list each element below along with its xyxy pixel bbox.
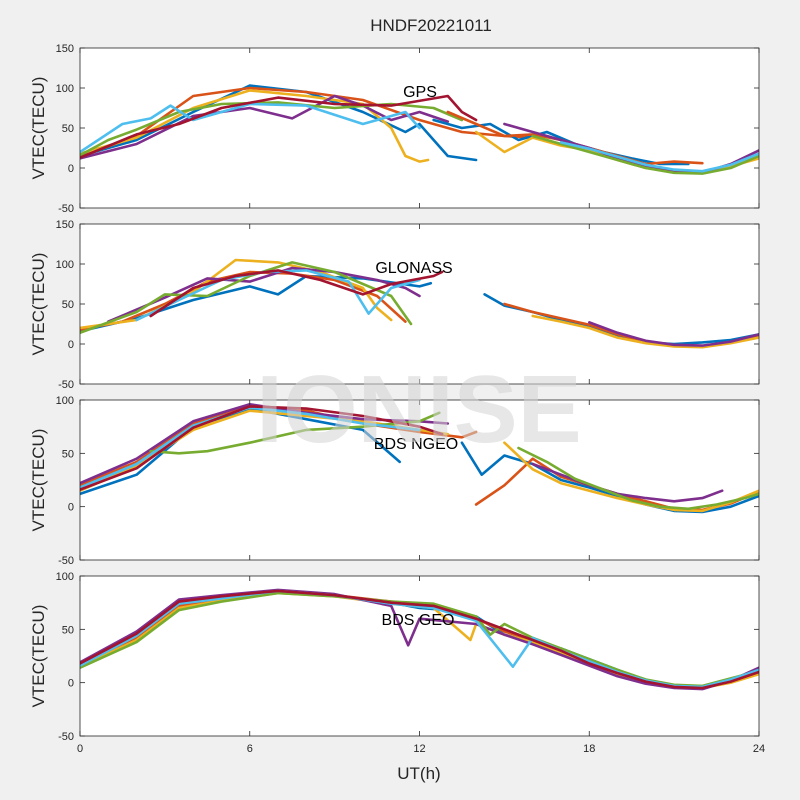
series-line xyxy=(80,94,478,159)
series-line xyxy=(531,134,759,175)
y-tick-label: -50 xyxy=(58,203,74,215)
y-tick-label: 100 xyxy=(56,83,74,95)
series-line xyxy=(531,314,759,349)
x-tick-label: 6 xyxy=(247,743,253,755)
series-line xyxy=(588,321,759,347)
x-tick-label: 24 xyxy=(753,743,765,755)
series-line xyxy=(80,404,478,487)
y-tick-label: 0 xyxy=(68,678,74,690)
y-tick-label: 50 xyxy=(62,448,74,460)
panel-2: -50 0 50 100 VTEC(TECU) BDS NGEO xyxy=(29,395,760,567)
y-axis-label: VTEC(TECU) xyxy=(29,77,48,180)
series-line xyxy=(149,269,444,318)
y-tick-label: 100 xyxy=(56,571,74,583)
series-line xyxy=(80,589,759,690)
series-line xyxy=(432,118,690,166)
series-line xyxy=(80,84,478,162)
y-tick-label: -50 xyxy=(58,731,74,743)
y-tick-label: 150 xyxy=(56,43,74,55)
x-axis-label: UT(h) xyxy=(397,764,440,783)
y-tick-label: 50 xyxy=(62,123,74,135)
y-axis-label: VTEC(TECU) xyxy=(29,605,48,708)
y-axis-label: VTEC(TECU) xyxy=(29,429,48,532)
panel-0: -50 0 50 100 150 VTEC(TECU) GPS xyxy=(29,43,760,215)
x-tick-label: 12 xyxy=(413,743,425,755)
y-tick-label: 50 xyxy=(62,624,74,636)
y-tick-label: 50 xyxy=(62,299,74,311)
y-tick-label: 150 xyxy=(56,219,74,231)
series-line xyxy=(559,141,759,173)
series-line xyxy=(80,261,413,335)
series-line xyxy=(531,462,724,503)
y-axis-label: VTEC(TECU) xyxy=(29,253,48,356)
series-line xyxy=(517,446,759,511)
series-line xyxy=(80,102,421,154)
y-tick-label: 100 xyxy=(56,395,74,407)
y-tick-label: 0 xyxy=(68,163,74,175)
series-line xyxy=(80,405,444,491)
y-tick-label: 0 xyxy=(68,502,74,514)
series-line xyxy=(135,269,421,322)
panel-1: -50 0 50 100 150 VTEC(TECU) GLONASS xyxy=(29,219,760,391)
series-line xyxy=(460,441,759,514)
series-line xyxy=(80,89,430,163)
plot-area xyxy=(80,224,759,384)
panel-label: GPS xyxy=(403,84,437,101)
y-tick-label: -50 xyxy=(58,555,74,567)
panel-label: BDS GEO xyxy=(382,612,455,629)
y-tick-label: 0 xyxy=(68,339,74,351)
series-line xyxy=(149,411,441,455)
x-tick-label: 0 xyxy=(77,743,83,755)
chart-title: HNDF20221011 xyxy=(370,16,492,35)
panel-label: BDS NGEO xyxy=(374,436,458,453)
panel-label: GLONASS xyxy=(375,260,452,277)
y-tick-label: 100 xyxy=(56,259,74,271)
x-tick-label: 18 xyxy=(583,743,595,755)
watermark-text: IONISE xyxy=(256,356,581,463)
y-tick-label: -50 xyxy=(58,379,74,391)
series-line xyxy=(80,270,407,331)
